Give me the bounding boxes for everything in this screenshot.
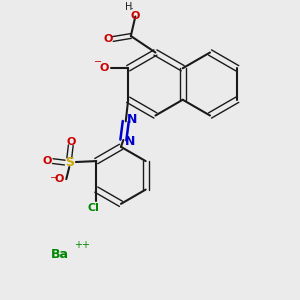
Text: O: O xyxy=(104,34,113,44)
Text: S: S xyxy=(65,156,74,169)
Text: H: H xyxy=(125,2,132,12)
Text: Ba: Ba xyxy=(51,248,69,262)
Text: O: O xyxy=(66,136,76,147)
Text: O: O xyxy=(131,11,140,21)
Text: Cl: Cl xyxy=(87,203,99,213)
Text: O: O xyxy=(43,156,52,166)
Text: ·: · xyxy=(130,3,134,16)
Text: −: − xyxy=(94,57,102,67)
Text: N: N xyxy=(125,135,135,148)
Text: O: O xyxy=(55,174,64,184)
Text: ++: ++ xyxy=(74,239,91,250)
Text: N: N xyxy=(127,113,137,126)
Text: O: O xyxy=(100,63,109,73)
Text: −: − xyxy=(50,172,58,183)
